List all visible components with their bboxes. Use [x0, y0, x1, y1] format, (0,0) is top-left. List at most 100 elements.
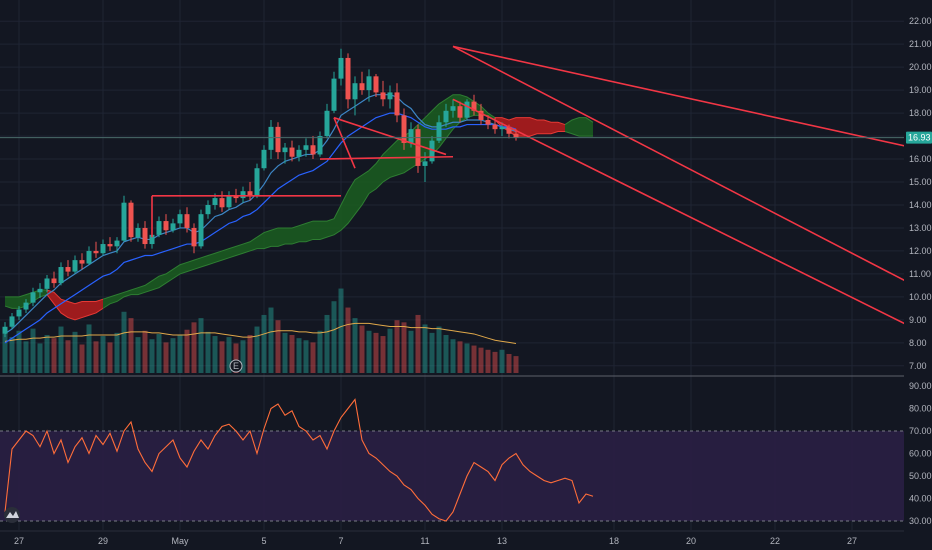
candle[interactable]: [37, 283, 43, 299]
candle[interactable]: [226, 191, 232, 210]
candle[interactable]: [415, 124, 421, 173]
candle[interactable]: [296, 145, 302, 162]
candle[interactable]: [65, 260, 71, 277]
volume-bar: [506, 354, 512, 373]
candle[interactable]: [100, 239, 106, 256]
volume-bar: [205, 331, 211, 373]
candle[interactable]: [93, 241, 99, 258]
candle[interactable]: [359, 71, 365, 95]
trendline[interactable]: [333, 117, 356, 169]
trendline[interactable]: [452, 98, 932, 363]
trendline[interactable]: [452, 45, 932, 163]
trendline[interactable]: [319, 155, 454, 160]
candle[interactable]: [282, 142, 288, 164]
candle[interactable]: [44, 275, 50, 293]
earnings-marker[interactable]: E: [229, 359, 243, 373]
candle[interactable]: [51, 271, 57, 288]
candle-body: [275, 126, 281, 153]
candle[interactable]: [247, 182, 253, 201]
candle[interactable]: [387, 85, 393, 109]
candle[interactable]: [303, 138, 309, 157]
candle[interactable]: [338, 48, 344, 86]
volume-bar: [436, 326, 442, 373]
candle[interactable]: [268, 119, 274, 160]
candle[interactable]: [79, 253, 85, 270]
price-axis-label: 16.00: [909, 154, 932, 164]
candle-body: [93, 250, 99, 254]
candle-body: [86, 250, 92, 264]
candle[interactable]: [58, 262, 64, 286]
tradingview-logo-icon[interactable]: [4, 507, 20, 523]
trendline[interactable]: [333, 116, 447, 156]
volume-bar: [422, 324, 428, 373]
candle[interactable]: [121, 195, 127, 242]
candle[interactable]: [261, 145, 267, 171]
candle[interactable]: [219, 191, 225, 212]
candle-body: [37, 288, 43, 293]
candle[interactable]: [170, 218, 176, 233]
candle[interactable]: [254, 163, 260, 199]
earnings-marker-circle[interactable]: [229, 359, 243, 373]
candle[interactable]: [2, 322, 8, 338]
candle-body: [128, 202, 134, 238]
candle-body: [247, 191, 253, 196]
candle[interactable]: [205, 200, 211, 219]
candle[interactable]: [240, 186, 246, 203]
cloud-span-a: [438, 94, 496, 119]
candle-body: [422, 161, 428, 166]
candle[interactable]: [184, 207, 190, 233]
candle[interactable]: [9, 312, 15, 330]
candle[interactable]: [135, 223, 141, 242]
candle[interactable]: [30, 287, 36, 307]
candle[interactable]: [142, 221, 148, 249]
candle-body: [408, 129, 414, 143]
volume-bar: [100, 336, 106, 373]
candle[interactable]: [275, 122, 281, 160]
candle-body: [100, 244, 106, 254]
volume-bar: [93, 341, 99, 373]
candle[interactable]: [485, 115, 491, 130]
trendlines[interactable]: [151, 45, 932, 363]
trendline[interactable]: [452, 45, 932, 322]
candle[interactable]: [450, 99, 456, 118]
rsi-line[interactable]: [4, 398, 594, 522]
candle[interactable]: [331, 71, 337, 114]
candle[interactable]: [156, 216, 162, 238]
candle[interactable]: [478, 103, 484, 125]
rsi-pane[interactable]: [0, 398, 904, 522]
candle[interactable]: [443, 103, 449, 127]
candle[interactable]: [471, 94, 477, 116]
candle[interactable]: [163, 214, 169, 235]
candle[interactable]: [324, 103, 330, 139]
candle[interactable]: [345, 53, 351, 109]
candle[interactable]: [373, 74, 379, 98]
volume-bar: [296, 338, 302, 373]
candle[interactable]: [23, 299, 29, 313]
candle[interactable]: [436, 115, 442, 143]
candle[interactable]: [107, 237, 113, 251]
candle[interactable]: [310, 136, 316, 160]
volume-bar: [212, 336, 218, 373]
candle[interactable]: [366, 69, 372, 102]
candle[interactable]: [317, 131, 323, 157]
cloud-segment: [565, 117, 593, 137]
candle[interactable]: [401, 108, 407, 150]
candle[interactable]: [352, 76, 358, 116]
candle[interactable]: [16, 306, 22, 320]
candle[interactable]: [86, 246, 92, 265]
time-axis-label: May: [171, 536, 189, 546]
candle[interactable]: [191, 223, 197, 254]
candle[interactable]: [464, 99, 470, 120]
candle[interactable]: [499, 122, 505, 137]
candle[interactable]: [198, 209, 204, 249]
candle[interactable]: [177, 209, 183, 228]
candle[interactable]: [457, 101, 463, 123]
candle[interactable]: [394, 83, 400, 123]
candle[interactable]: [380, 80, 386, 107]
candle[interactable]: [128, 200, 134, 242]
candle[interactable]: [289, 140, 295, 162]
candle[interactable]: [72, 255, 78, 274]
candle[interactable]: [114, 237, 120, 254]
